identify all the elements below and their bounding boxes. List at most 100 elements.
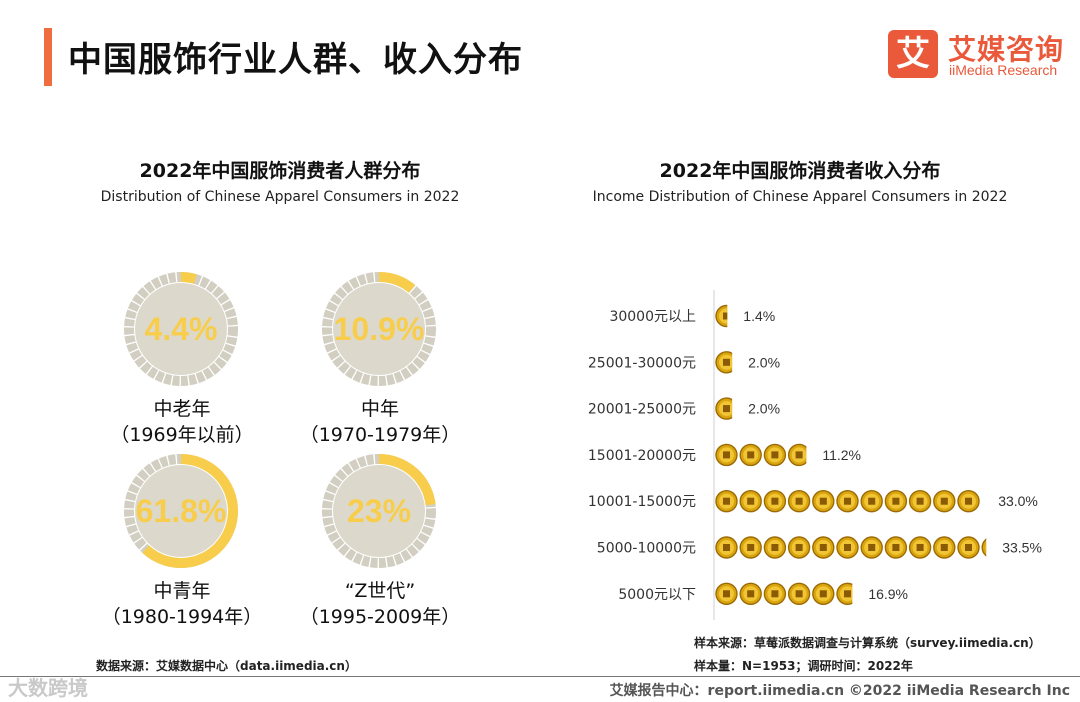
donut-share-arc: [322, 454, 436, 568]
donut-center: [135, 465, 227, 557]
value-label: 33.5%: [1002, 540, 1042, 556]
coin-hole: [868, 544, 876, 551]
income-bar: [715, 304, 728, 328]
coin-hole: [795, 497, 803, 505]
income-bar: [715, 536, 996, 559]
coin-hole: [723, 451, 730, 459]
category-label: 25001-30000元: [588, 355, 696, 371]
donut-label-line1: “Z世代”: [344, 580, 416, 602]
income-bar: [715, 397, 733, 420]
right-chart-subtitle: Income Distribution of Chinese Apparel C…: [592, 189, 1008, 205]
donut-label-line1: 中老年: [153, 398, 211, 420]
donut-share-arc: [124, 454, 238, 568]
coin-inner: [985, 543, 987, 552]
donut-chart-middle-aged: 10.9%: [322, 272, 436, 386]
value-label: 2.0%: [748, 401, 780, 417]
income-bar: [715, 351, 733, 374]
coin-hole: [723, 544, 730, 551]
category-label: 5000-10000元: [597, 541, 696, 557]
income-bar: [715, 582, 853, 605]
income-bar: [715, 443, 807, 467]
category-label: 5000元以下: [618, 587, 696, 603]
category-label: 20001-25000元: [588, 402, 696, 418]
coin-hole: [747, 544, 755, 551]
donut-share-arc: [124, 272, 238, 386]
coin-hole: [965, 544, 972, 551]
donut-center: [333, 283, 425, 375]
coin-hole: [723, 312, 728, 320]
iimedia-logo: 艾 艾媒咨询 iiMedia Research: [888, 28, 1068, 84]
coin-hole: [965, 497, 972, 505]
coin-hole: [940, 544, 948, 551]
coin-hole: [819, 544, 827, 551]
right-chart-title: 2022年中国服饰消费者收入分布: [659, 160, 941, 182]
coin-hole: [916, 497, 924, 505]
donut-label-young-adult: 中青年 （1980-1994年）: [90, 578, 274, 630]
coin-hole: [795, 451, 803, 459]
coin-hole: [747, 451, 755, 459]
coin-mark: [981, 538, 987, 557]
coin-hole: [819, 590, 827, 598]
logo-name-en: iiMedia Research: [949, 62, 1058, 78]
coin-hole: [989, 544, 996, 551]
coin-hole: [747, 590, 755, 598]
coin-hole: [940, 497, 948, 505]
donut-value-label: 61.8%: [136, 493, 227, 529]
category-label: 30000元以上: [609, 309, 696, 325]
coin-hole: [723, 497, 730, 505]
coin-hole: [723, 358, 730, 366]
donut-share-arc: [322, 272, 436, 386]
donut-value-label: 10.9%: [334, 311, 425, 347]
donut-chart-young-adult: 61.8%: [124, 454, 238, 568]
coin-hole: [747, 497, 755, 505]
right-source-note: 样本来源：草莓派数据调查与计算系统（survey.iimedia.cn）: [694, 636, 1041, 650]
logo-mark: 艾: [888, 30, 938, 78]
category-label: 10001-15000元: [588, 494, 696, 510]
title-accent-bar: [44, 28, 52, 86]
footer-credit: 艾媒报告中心：report.iimedia.cn ©2022 iiMedia R…: [609, 683, 1070, 699]
logo-name-cn: 艾媒咨询: [948, 33, 1065, 66]
left-source-note: 数据来源：艾媒数据中心（data.iimedia.cn）: [96, 659, 357, 673]
value-label: 16.9%: [868, 586, 908, 602]
coin-hole: [771, 497, 779, 505]
coin-hole: [795, 544, 803, 551]
coin-hole: [892, 544, 900, 551]
left-chart-subtitle: Distribution of Chinese Apparel Consumer…: [100, 189, 460, 205]
coin-hole: [916, 544, 924, 551]
income-bar: [715, 489, 980, 513]
left-chart-title: 2022年中国服饰消费者人群分布: [139, 160, 421, 182]
coin-hole: [771, 590, 779, 598]
right-sample-note: 样本量：N=1953；调研时间：2022年: [694, 659, 913, 673]
donut-chart-gen-z: 23%: [322, 454, 436, 568]
page-title: 中国服饰行业人群、收入分布: [68, 40, 523, 80]
value-label: 1.4%: [743, 308, 775, 324]
donut-value-label: 23%: [347, 493, 411, 529]
coin-hole: [771, 451, 779, 459]
donut-label-line1: 中青年: [153, 580, 211, 602]
donut-label-middle-aged: 中年 （1970-1979年）: [288, 396, 472, 448]
coin-hole: [795, 590, 803, 598]
donut-chart-elderly: 4.4%: [124, 272, 238, 386]
value-label: 33.0%: [998, 493, 1038, 509]
coin-hole: [723, 590, 730, 598]
value-label: 11.2%: [822, 447, 861, 463]
donut-center: [333, 465, 425, 557]
footer-divider: [0, 676, 1080, 677]
coin-hole: [819, 497, 827, 505]
coin-hole: [723, 405, 730, 413]
value-label: 2.0%: [748, 354, 780, 370]
donut-label-gen-z: “Z世代” （1995-2009年）: [288, 578, 472, 630]
donut-label-line2: （1970-1979年）: [299, 424, 461, 446]
coin-hole: [844, 544, 851, 551]
donut-label-line2: （1995-2009年）: [299, 606, 461, 628]
coin-hole: [868, 497, 876, 505]
donut-label-elderly: 中老年 （1969年以前）: [90, 396, 274, 448]
income-bar-chart: 30000元以上 1.4% 25001-30000元 2.0% 20001-25000元…: [588, 290, 1042, 620]
donut-label-line2: （1980-1994年）: [101, 606, 263, 628]
donut-value-label: 4.4%: [145, 311, 218, 347]
coin-hole: [844, 497, 851, 505]
coin-hole: [892, 497, 900, 505]
coin-hole: [771, 544, 779, 551]
donut-label-line1: 中年: [360, 398, 399, 420]
coin-hole: [844, 590, 851, 598]
